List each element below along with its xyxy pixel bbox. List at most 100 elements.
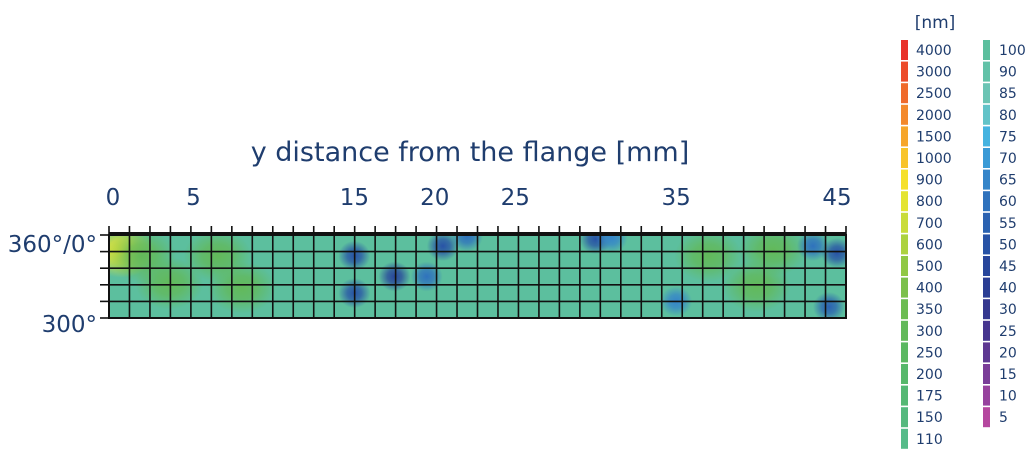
legend-label: 20 xyxy=(999,345,1017,361)
legend-label: 900 xyxy=(916,173,943,189)
legend-swatch xyxy=(983,61,990,82)
legend-label: 30 xyxy=(999,302,1017,318)
legend-label: 70 xyxy=(999,151,1017,167)
legend-label: 5 xyxy=(999,410,1008,426)
legend-swatch xyxy=(901,320,908,341)
y-tick-label: 300° xyxy=(42,312,97,338)
legend-swatch xyxy=(983,256,990,276)
legend-label: 50 xyxy=(999,237,1017,253)
x-tick-label: 5 xyxy=(186,185,201,211)
heatmap-feature xyxy=(378,261,411,292)
x-tick-label: 45 xyxy=(822,185,851,211)
x-axis: 0 5 15 20 25 35 45 xyxy=(100,185,852,319)
legend-label: 700 xyxy=(916,216,943,232)
legend-swatch xyxy=(983,83,990,104)
grid-lines xyxy=(109,235,846,318)
legend-swatch xyxy=(983,385,990,406)
legend-label: 350 xyxy=(916,302,943,318)
legend-swatch xyxy=(983,191,990,212)
x-tick-label: 0 xyxy=(106,185,121,211)
legend-swatch xyxy=(983,148,990,168)
legend-unit: [nm] xyxy=(915,13,956,33)
legend-label: 500 xyxy=(916,259,943,275)
chart-title: y distance from the flange [mm] xyxy=(251,137,690,168)
legend-swatch xyxy=(983,126,990,147)
legend-swatch xyxy=(983,40,990,60)
x-tick-label: 20 xyxy=(420,185,449,211)
legend-label: 65 xyxy=(999,173,1017,189)
legend-label: 800 xyxy=(916,194,943,210)
y-tick-label: 360°/0° xyxy=(8,232,97,258)
heatmap-feature xyxy=(812,291,845,318)
heatmap-plot xyxy=(108,232,847,319)
legend-label: 45 xyxy=(999,259,1017,275)
legend-label: 200 xyxy=(916,367,943,383)
legend-label: 10 xyxy=(999,389,1017,405)
heatmap-feature xyxy=(595,235,628,253)
legend-swatch xyxy=(983,169,990,190)
legend-swatch xyxy=(901,40,908,60)
legend-swatch xyxy=(901,428,908,449)
legend-label: 55 xyxy=(999,216,1017,232)
legend-swatch xyxy=(983,342,990,363)
legend-label: 25 xyxy=(999,324,1017,340)
legend-swatch xyxy=(901,299,908,320)
legend-swatch xyxy=(983,104,990,125)
legend-swatch xyxy=(901,212,908,233)
color-legend: 4000 3000 2500 2000 1500 1000 900 800 700 600 500 4… xyxy=(901,40,1025,449)
legend-label: 175 xyxy=(916,389,943,405)
legend-label: 100 xyxy=(999,43,1025,59)
legend-label: 1500 xyxy=(916,129,952,145)
legend-label: 15 xyxy=(999,367,1017,383)
legend-swatch xyxy=(901,104,908,125)
legend-swatch xyxy=(983,364,990,384)
legend-label: 150 xyxy=(916,410,943,426)
y-axis: 360°/0° 300° xyxy=(8,232,97,338)
legend-label: 3000 xyxy=(916,65,952,81)
legend-label: 300 xyxy=(916,324,943,340)
legend-swatch xyxy=(901,342,908,363)
legend-swatch xyxy=(983,320,990,341)
legend-swatch xyxy=(983,234,990,255)
legend-label: 90 xyxy=(999,65,1017,81)
heatmap-feature xyxy=(821,237,846,268)
heatmap-feature xyxy=(738,235,807,277)
legend-swatch xyxy=(901,169,908,190)
legend-swatch xyxy=(901,61,908,82)
legend-label: 110 xyxy=(916,432,943,448)
legend-label: 60 xyxy=(999,194,1017,210)
legend-swatch xyxy=(901,385,908,406)
legend-swatch xyxy=(983,277,990,298)
legend-swatch xyxy=(983,212,990,233)
legend-label: 1000 xyxy=(916,151,952,167)
heatmap-feature xyxy=(207,261,276,314)
legend-swatch xyxy=(901,234,908,255)
heatmap-feature xyxy=(450,235,483,252)
x-tick-label: 15 xyxy=(340,185,369,211)
legend-label: 2000 xyxy=(916,108,952,124)
legend-swatch xyxy=(901,256,908,276)
legend-swatch xyxy=(901,126,908,147)
legend-label: 400 xyxy=(916,281,943,297)
legend-label: 40 xyxy=(999,281,1017,297)
heatmap-feature xyxy=(426,235,459,262)
legend-swatch xyxy=(983,407,990,428)
heatmap-feature xyxy=(135,257,204,310)
legend-label: 75 xyxy=(999,129,1017,145)
heatmap-feature xyxy=(674,235,743,282)
legend-swatch xyxy=(901,83,908,104)
legend-label: 2500 xyxy=(916,86,952,102)
legend-swatch xyxy=(901,364,908,384)
x-tick-label: 35 xyxy=(661,185,690,211)
legend-label: 4000 xyxy=(916,43,952,59)
legend-label: 250 xyxy=(916,345,943,361)
legend-label: 80 xyxy=(999,108,1017,124)
legend-label: 85 xyxy=(999,86,1017,102)
legend-swatch xyxy=(901,277,908,298)
legend-swatch xyxy=(901,191,908,212)
legend-swatch xyxy=(901,148,908,168)
legend-swatch xyxy=(983,299,990,320)
legend-label: 600 xyxy=(916,237,943,253)
legend-swatch xyxy=(901,407,908,428)
